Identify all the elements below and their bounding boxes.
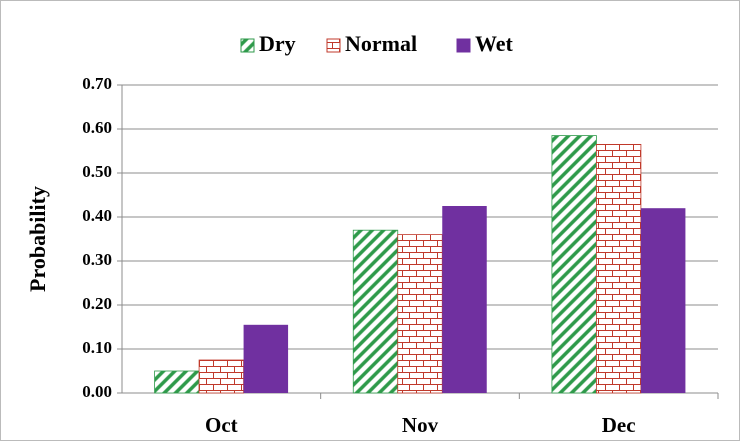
- y-tick-label: 0.50: [82, 162, 112, 181]
- y-tick-label: 0.00: [82, 382, 112, 401]
- bar: [352, 229, 399, 394]
- bar: [198, 359, 244, 394]
- bar: [596, 143, 642, 394]
- legend-swatch: [240, 38, 255, 53]
- y-axis-label: Probability: [25, 186, 50, 292]
- x-tick-label: Dec: [602, 413, 636, 437]
- bar: [243, 324, 289, 393]
- bar: [442, 206, 487, 393]
- y-tick-label: 0.60: [82, 118, 112, 137]
- y-tick-label: 0.40: [82, 206, 112, 225]
- legend-label: Dry: [259, 31, 296, 56]
- x-tick-label: Oct: [205, 413, 238, 437]
- legend-label: Wet: [475, 31, 514, 56]
- legend-label: Normal: [345, 31, 417, 56]
- y-tick-label: 0.30: [82, 250, 112, 269]
- bar: [154, 370, 200, 394]
- y-tick-label: 0.20: [82, 294, 112, 313]
- x-tick-label: Nov: [402, 413, 439, 437]
- y-tick-label: 0.70: [82, 74, 112, 93]
- bar: [640, 208, 686, 393]
- legend-swatch: [326, 38, 341, 53]
- y-tick-label: 0.10: [82, 338, 112, 357]
- legend-swatch: [456, 38, 471, 53]
- bar: [397, 234, 443, 394]
- bar: [551, 135, 597, 394]
